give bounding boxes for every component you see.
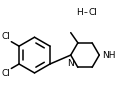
- Text: Cl: Cl: [89, 8, 97, 17]
- Text: –: –: [84, 8, 87, 17]
- Text: NH: NH: [102, 51, 115, 60]
- Text: H: H: [76, 8, 83, 17]
- Text: Cl: Cl: [1, 69, 10, 78]
- Text: Cl: Cl: [1, 32, 10, 41]
- Text: N: N: [67, 59, 74, 68]
